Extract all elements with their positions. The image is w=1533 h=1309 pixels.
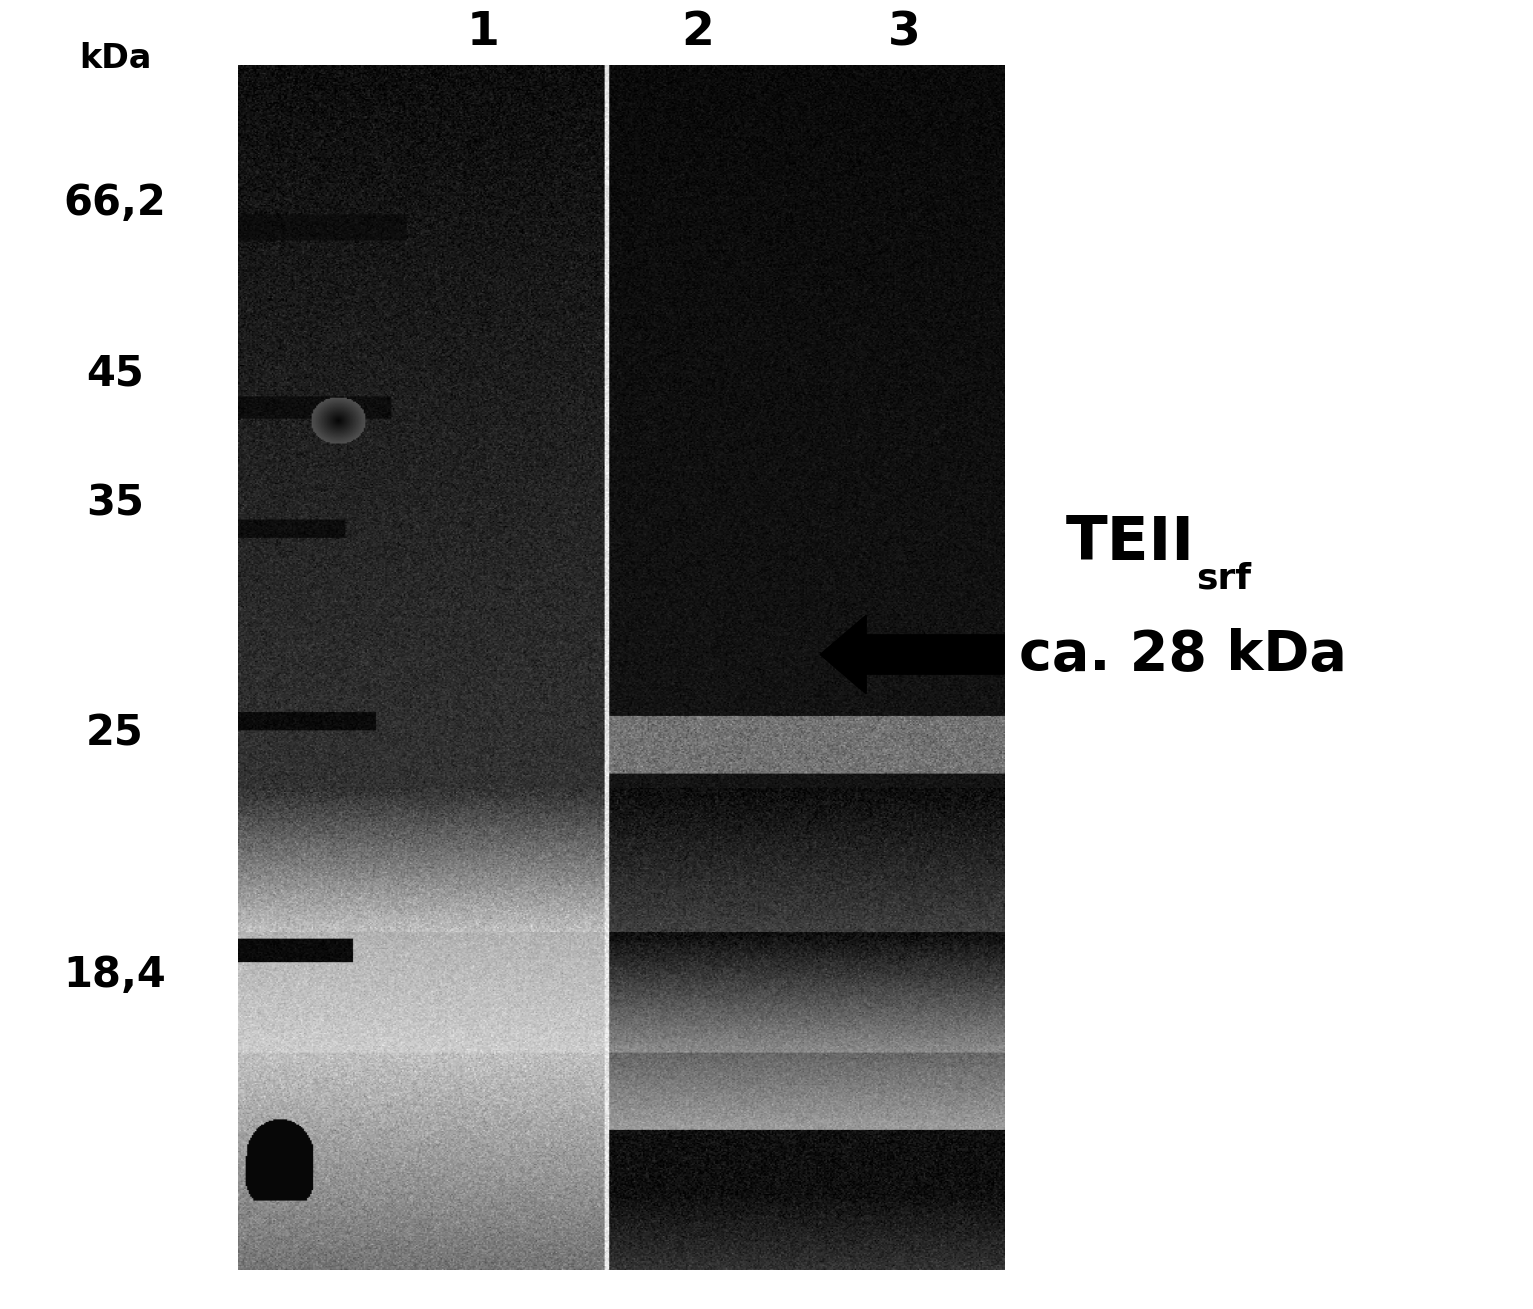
Text: 1: 1 <box>466 10 500 55</box>
Text: 66,2: 66,2 <box>63 182 167 224</box>
Text: ca. 28 kDa: ca. 28 kDa <box>1019 627 1348 682</box>
Text: 25: 25 <box>86 712 144 754</box>
FancyArrow shape <box>820 615 1004 694</box>
Text: 3: 3 <box>888 10 921 55</box>
Text: 35: 35 <box>86 483 144 525</box>
Text: kDa: kDa <box>78 42 152 76</box>
Text: 18,4: 18,4 <box>63 954 167 996</box>
Text: TEII: TEII <box>1065 513 1194 573</box>
Text: srf: srf <box>1196 562 1251 596</box>
Text: 45: 45 <box>86 352 144 394</box>
Text: 2: 2 <box>681 10 714 55</box>
